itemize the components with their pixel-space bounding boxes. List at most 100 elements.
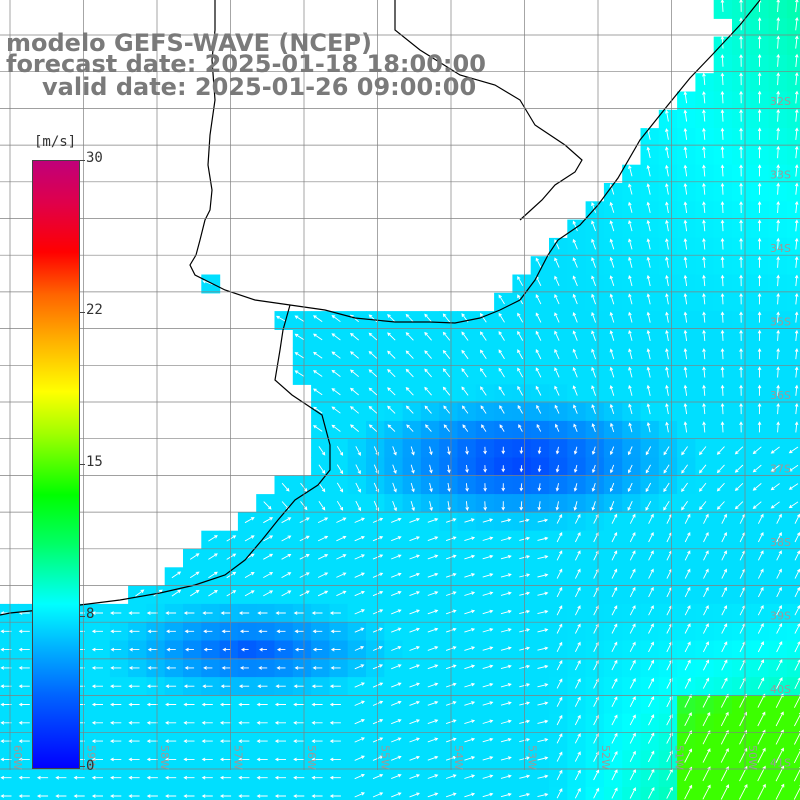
wind-arrow bbox=[757, 109, 762, 122]
wind-arrow bbox=[128, 611, 140, 615]
wind-cell bbox=[512, 786, 532, 800]
wind-arrow bbox=[498, 330, 505, 341]
wind-cell bbox=[585, 786, 605, 800]
wind-arrow bbox=[665, 128, 669, 140]
wind-arrow bbox=[720, 256, 725, 268]
wind-arrow bbox=[794, 677, 800, 690]
wind-arrow bbox=[646, 146, 651, 159]
wind-cell bbox=[201, 530, 221, 550]
wind-arrow bbox=[55, 794, 67, 798]
wind-arrow bbox=[757, 348, 762, 360]
wind-arrow bbox=[757, 421, 762, 433]
wind-arrow bbox=[391, 645, 402, 651]
wind-arrow bbox=[720, 421, 725, 433]
wind-arrow bbox=[259, 647, 267, 652]
wind-arrow bbox=[36, 794, 49, 798]
wind-arrow bbox=[665, 183, 669, 195]
wind-arrow bbox=[739, 109, 743, 122]
wind-arrow bbox=[794, 72, 799, 86]
wind-arrow bbox=[646, 421, 651, 433]
wind-arrow bbox=[281, 482, 290, 492]
wind-arrow bbox=[648, 714, 655, 726]
wind-arrow bbox=[146, 721, 158, 725]
wind-arrow bbox=[721, 605, 728, 616]
wind-arrow bbox=[757, 677, 765, 689]
wind-arrow bbox=[391, 700, 402, 706]
wind-arrow bbox=[464, 682, 476, 688]
wind-arrow bbox=[720, 164, 725, 177]
wind-arrow bbox=[629, 513, 636, 524]
wind-arrow bbox=[480, 386, 487, 396]
lon-label-1: 59W bbox=[85, 745, 98, 770]
wind-cell bbox=[219, 786, 239, 800]
wind-arrow bbox=[336, 482, 344, 493]
wind-arrow bbox=[110, 794, 122, 798]
wind-arrow bbox=[665, 329, 669, 341]
wind-arrow bbox=[665, 219, 669, 232]
wind-arrow bbox=[775, 711, 784, 727]
wind-arrow bbox=[683, 421, 688, 433]
wind-arrow bbox=[517, 367, 524, 378]
wind-arrow bbox=[464, 627, 476, 633]
wind-arrow bbox=[721, 586, 727, 598]
wind-arrow bbox=[219, 702, 232, 707]
wind-arrow bbox=[483, 501, 488, 511]
wind-arrow bbox=[238, 611, 250, 615]
wind-arrow bbox=[683, 366, 688, 378]
wind-arrow bbox=[648, 531, 654, 543]
wind-arrow bbox=[629, 732, 636, 744]
wind-arrow bbox=[554, 423, 560, 432]
wind-arrow bbox=[263, 501, 272, 510]
wind-arrow bbox=[776, 200, 781, 214]
wind-arrow bbox=[770, 483, 780, 491]
wind-arrow bbox=[427, 682, 439, 688]
wind-arrow bbox=[699, 464, 707, 474]
wind-arrow bbox=[775, 747, 784, 764]
wind-arrow bbox=[739, 72, 743, 86]
wind-arrow bbox=[293, 794, 305, 798]
wind-arrow bbox=[720, 747, 729, 763]
wind-arrow bbox=[627, 501, 633, 511]
wind-cell bbox=[347, 786, 367, 800]
wind-arrow bbox=[238, 794, 250, 798]
lat-label-4: 36S bbox=[770, 389, 791, 402]
wind-arrow bbox=[293, 684, 305, 689]
wind-arrow bbox=[220, 611, 231, 615]
wind-arrow bbox=[776, 659, 783, 671]
wind-arrow bbox=[666, 786, 673, 799]
wind-arrow bbox=[776, 421, 780, 433]
wind-arrow bbox=[681, 446, 688, 456]
wind-arrow bbox=[313, 315, 323, 322]
colorbar-tick-22: 22 bbox=[86, 302, 103, 318]
wind-arrow bbox=[574, 714, 581, 726]
wind-arrow bbox=[535, 330, 542, 341]
wind-arrow bbox=[591, 423, 596, 433]
wind-arrow bbox=[519, 792, 531, 798]
wind-arrow bbox=[183, 684, 195, 689]
wind-arrow bbox=[646, 384, 651, 396]
wind-arrow bbox=[574, 751, 581, 762]
wind-arrow bbox=[757, 641, 764, 653]
wind-arrow bbox=[611, 750, 618, 762]
wind-arrow bbox=[683, 256, 688, 268]
wind-arrow bbox=[591, 238, 597, 250]
wind-arrow bbox=[238, 721, 250, 725]
wind-cell bbox=[768, 457, 788, 477]
wind-arrow bbox=[535, 385, 542, 396]
wind-arrow bbox=[239, 629, 249, 634]
wind-arrow bbox=[482, 554, 494, 560]
wind-arrow bbox=[556, 678, 563, 689]
wind-arrow bbox=[479, 367, 487, 378]
wind-arrow bbox=[331, 406, 341, 414]
wind-arrow bbox=[410, 446, 415, 456]
wind-arrow bbox=[299, 535, 310, 542]
lon-label-6: 54W bbox=[452, 745, 465, 770]
wind-arrow bbox=[720, 384, 725, 396]
wind-arrow bbox=[609, 403, 615, 415]
wind-arrow bbox=[91, 666, 103, 670]
wind-arrow bbox=[294, 647, 304, 652]
wind-arrow bbox=[465, 446, 469, 455]
wind-arrow bbox=[427, 627, 439, 633]
wind-arrow bbox=[464, 701, 476, 706]
